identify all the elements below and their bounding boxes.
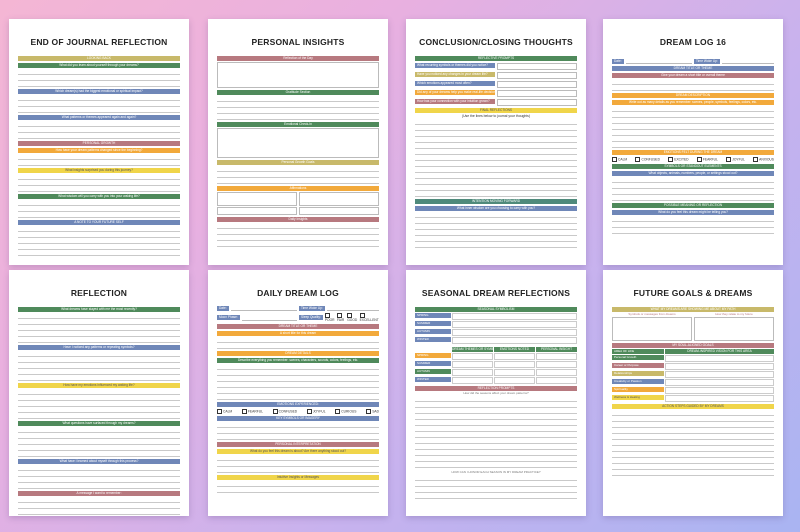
instruction: (Use the lines below to journal your tho… bbox=[461, 114, 531, 118]
moon-field[interactable] bbox=[241, 315, 297, 321]
page-future-goals: FUTURE GOALS & DREAMS WHAT MY DREAMS ARE… bbox=[603, 270, 783, 516]
prompt: A short title for this dream bbox=[217, 331, 379, 336]
section-header: Intuitive Insights or Messages bbox=[217, 475, 379, 480]
page-personal-insights: PERSONAL INSIGHTS Reflection of the Day … bbox=[208, 19, 388, 265]
prompt: Which dream(s) had the biggest emotional… bbox=[18, 89, 180, 94]
page-title: REFLECTION bbox=[70, 288, 128, 298]
emotions-checkboxes[interactable]: CALM CONFUSED EXCITED FEARFUL JOYFUL ANX… bbox=[612, 157, 774, 162]
section-header: DREAM DETAILS bbox=[217, 351, 379, 356]
prompt: What dreams have stayed with me the most… bbox=[18, 307, 180, 312]
prompt: Did any of your dreams help you make rea… bbox=[415, 90, 495, 95]
section-header: WHAT MY DREAMS ARE SHOWING ME ABOUT MY P… bbox=[612, 307, 774, 312]
prompt: How have my emotions influenced my wakin… bbox=[18, 383, 180, 388]
time-field[interactable] bbox=[721, 58, 774, 64]
section-header: Personal Growth Goals bbox=[217, 160, 379, 165]
prompt: What recurring symbols or themes did you… bbox=[415, 63, 495, 68]
page-reflection: REFLECTION What dreams have stayed with … bbox=[9, 270, 189, 516]
section-header: Gratitude Section bbox=[217, 90, 379, 95]
section-header: DREAM TITLE OR THEME bbox=[612, 66, 774, 71]
prompt: What objects, animals, numbers, people, … bbox=[612, 171, 774, 176]
section-header: SYMBOLS OR STANDOUT ELEMENTS bbox=[612, 164, 774, 169]
prompt: HOW CAN I HONOR EACH SEASON IN MY DREAM … bbox=[451, 470, 541, 474]
prompt: How did the seasons affect your dream pa… bbox=[463, 391, 529, 395]
section-header: DREAM TITLE OR THEME bbox=[217, 324, 379, 329]
section-header: Daily Insights bbox=[217, 217, 379, 222]
section-header: SEASONAL SYMBOLISM bbox=[415, 307, 577, 312]
prompt: Describe everything you remember: scenes… bbox=[217, 358, 379, 363]
time-label: Time Woke Up: bbox=[694, 58, 720, 64]
section-header: REFLECTIVE PROMPTS bbox=[415, 56, 577, 61]
prompt: Which emotions appeared most often? bbox=[415, 81, 495, 86]
page-title: DAILY DREAM LOG bbox=[257, 288, 339, 298]
date-label: Date: bbox=[612, 58, 624, 64]
prompt: What do you feel this dream might be tel… bbox=[612, 210, 774, 215]
page-title: FUTURE GOALS & DREAMS bbox=[633, 288, 753, 298]
section-header: FINAL REFLECTIONS bbox=[415, 108, 577, 113]
prompt: What patterns or themes appeared again a… bbox=[18, 115, 180, 120]
prompt: What have I learned about myself through… bbox=[18, 459, 180, 464]
prompt: What did you learn about yourself throug… bbox=[18, 63, 180, 68]
section-header: Affirmations bbox=[217, 186, 379, 191]
page-conclusion: CONCLUSION/CLOSING THOUGHTS REFLECTIVE P… bbox=[406, 19, 586, 265]
prompt: Write out as many details as you remembe… bbox=[612, 100, 774, 105]
prompt: Have I noticed any patterns or repeating… bbox=[18, 345, 180, 350]
page-daily-dream-log: DAILY DREAM LOG Date: Time Woke Up: Moon… bbox=[208, 270, 388, 516]
page-title: END OF JOURNAL REFLECTION bbox=[30, 37, 168, 47]
prompt: How has your connection with your intuit… bbox=[415, 99, 495, 104]
page-seasonal: SEASONAL DREAM REFLECTIONS SEASONAL SYMB… bbox=[406, 270, 586, 516]
prompt: What wisdom will you carry with you into… bbox=[18, 194, 180, 199]
section-header: REFLECTION PROMPTS bbox=[415, 386, 577, 391]
section-header: Emotional Check-In bbox=[217, 122, 379, 127]
page-title: SEASONAL DREAM REFLECTIONS bbox=[421, 288, 571, 298]
time-field[interactable] bbox=[326, 305, 379, 311]
section-header: LOOKING BACK bbox=[18, 56, 180, 61]
section-header: Reflection of the Day bbox=[217, 56, 379, 61]
section-header: POSSIBLE MEANING OR REFLECTION bbox=[612, 203, 774, 208]
emotions-checkboxes[interactable]: CALM FEARFUL CONFUSED JOYFUL CURIOUS SAD bbox=[217, 409, 379, 414]
prompt: Have you noticed any changes in your dre… bbox=[415, 72, 495, 77]
prompt: A message I want to remember: bbox=[18, 491, 180, 496]
section-header: INTENTION MOVING FORWARD bbox=[415, 199, 577, 204]
section-header: KEY SYMBOLS OR IMAGERY bbox=[217, 416, 379, 421]
page-end-of-journal: END OF JOURNAL REFLECTION LOOKING BACK W… bbox=[9, 19, 189, 265]
section-header: PERSONAL GROWTH bbox=[18, 141, 180, 146]
section-header: PERSONAL INTERPRETATION bbox=[217, 442, 379, 447]
prompt: What insights surprised you during this … bbox=[18, 168, 180, 173]
sleep-quality[interactable]: POOR FAIR GOOD EXCELLENT bbox=[325, 313, 379, 322]
page-title: DREAM LOG 16 bbox=[659, 37, 727, 47]
prompt: What questions have surfaced through my … bbox=[18, 421, 180, 426]
section-header: A NOTE TO YOUR FUTURE SELF bbox=[18, 220, 180, 225]
prompt: What inner wisdom are you choosing to ca… bbox=[415, 206, 577, 211]
section-header: MY SOUL-ALIGNED GOALS bbox=[612, 343, 774, 348]
date-field[interactable] bbox=[230, 305, 297, 311]
prompt: How have your dream patterns changed sin… bbox=[18, 148, 180, 153]
date-field[interactable] bbox=[625, 58, 692, 64]
page-title: PERSONAL INSIGHTS bbox=[251, 37, 345, 47]
page-title: CONCLUSION/CLOSING THOUGHTS bbox=[419, 37, 573, 47]
page-dream-log: DREAM LOG 16 Date: Time Woke Up: DREAM T… bbox=[603, 19, 783, 265]
section-header: ACTION STEPS GUIDED BY MY DREAMS bbox=[612, 404, 774, 409]
section-header: DREAM DESCRIPTION bbox=[612, 93, 774, 98]
prompt: What do you feel this dream is about? Ar… bbox=[217, 449, 379, 454]
section-header: EMOTIONS FELT DURING THE DREAM bbox=[612, 150, 774, 155]
section-header: EMOTIONS EXPERIENCED: bbox=[217, 402, 379, 407]
prompt: Give your dream a short title or overall… bbox=[612, 73, 774, 78]
